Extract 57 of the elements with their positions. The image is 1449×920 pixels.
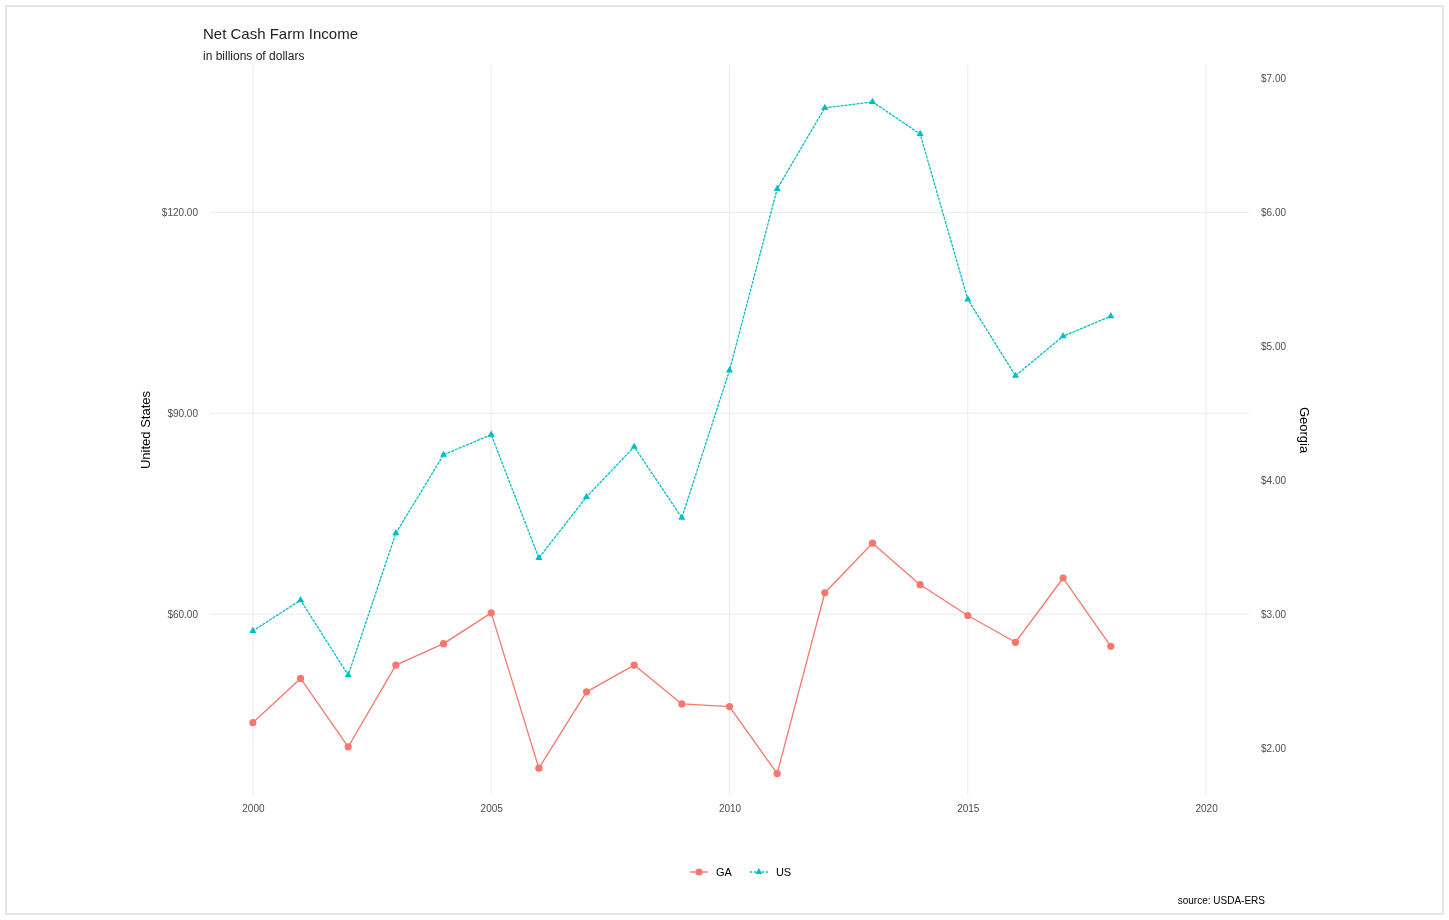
- point: [344, 743, 352, 751]
- point: [249, 626, 257, 633]
- x-tick-label: 2015: [957, 803, 980, 815]
- point: [582, 492, 591, 500]
- point: [487, 430, 495, 437]
- point: [1011, 371, 1020, 378]
- point: [725, 703, 734, 711]
- y-tick-label: $90.00: [167, 407, 199, 419]
- point: [535, 553, 543, 560]
- point: [821, 103, 829, 110]
- point: [773, 184, 781, 191]
- chart-title: Net Cash Farm Income: [203, 25, 359, 42]
- point: [868, 539, 877, 547]
- point: [821, 589, 829, 597]
- point: [916, 581, 924, 589]
- point: [773, 769, 781, 778]
- point: [630, 661, 638, 669]
- point: [487, 609, 495, 617]
- point: [439, 640, 448, 648]
- x-tick-label: 2005: [480, 803, 504, 815]
- point: [630, 442, 638, 449]
- point: [392, 529, 400, 536]
- point: [1059, 574, 1067, 582]
- point: [678, 513, 686, 520]
- point: [916, 129, 924, 137]
- point: [296, 596, 305, 603]
- y2-tick-label: $4.00: [1261, 474, 1287, 486]
- y-axis-title: United States: [138, 390, 153, 470]
- point: [392, 661, 400, 669]
- y2-tick-label: $7.00: [1261, 73, 1287, 85]
- point: [582, 688, 591, 696]
- point: [1011, 638, 1020, 646]
- y-tick-label: $120.00: [161, 207, 199, 219]
- x-tick-label: 2010: [718, 803, 742, 815]
- point: [725, 366, 734, 373]
- y2-tick-label: $6.00: [1261, 207, 1287, 219]
- point: [1107, 312, 1115, 319]
- point: [439, 450, 448, 457]
- legend-label: GA: [716, 866, 733, 878]
- y-tick-label: $60.00: [167, 608, 199, 620]
- point: [249, 719, 257, 727]
- point: [296, 674, 305, 683]
- legend-label: US: [775, 866, 792, 878]
- point: [1107, 642, 1115, 650]
- point: [868, 97, 877, 104]
- source-note: source: USDA-ERS: [1177, 895, 1266, 906]
- point: [535, 764, 543, 772]
- x-tick-label: 2020: [1195, 803, 1219, 815]
- y2-tick-label: $3.00: [1261, 608, 1287, 620]
- point: [678, 700, 686, 708]
- y2-axis-title: Georgia: [1297, 406, 1312, 454]
- x-tick-label: 2000: [242, 803, 265, 815]
- chart-subtitle: in billions of dollars: [203, 49, 305, 63]
- y2-tick-label: $2.00: [1261, 742, 1287, 754]
- y2-tick-label: $5.00: [1261, 340, 1287, 352]
- point: [344, 671, 352, 678]
- point: [964, 611, 972, 620]
